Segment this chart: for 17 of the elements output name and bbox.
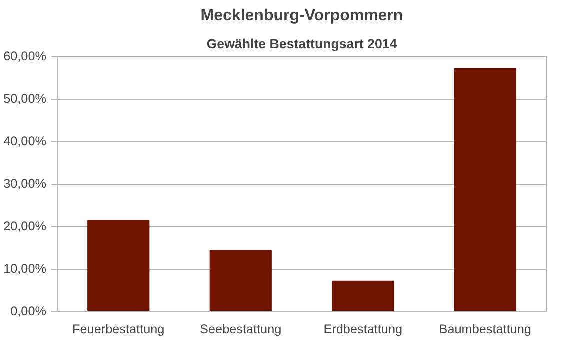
y-tick-label: 30,00% [4, 177, 47, 191]
bar [88, 220, 150, 312]
bar [332, 280, 394, 312]
chart-title: Mecklenburg-Vorpommern [200, 8, 404, 24]
chart-subtitle: Gewählte Bestattungsart 2014 [206, 36, 398, 52]
y-tick-label: 50,00% [4, 92, 47, 106]
y-tick-label: 0,00% [10, 304, 47, 318]
x-tick-label: Seebestattung [200, 322, 282, 336]
x-tick-label: Erdbestattung [324, 322, 403, 336]
y-tick-label: 20,00% [4, 220, 47, 234]
bar [454, 68, 516, 312]
y-tick-label: 10,00% [4, 262, 47, 276]
x-tick-label: Baumbestattung [439, 322, 532, 336]
x-tick-label: Feuerbestattung [72, 322, 165, 336]
bar [210, 250, 272, 312]
y-tick-label: 40,00% [4, 134, 47, 148]
y-tick-label: 60,00% [4, 50, 47, 64]
